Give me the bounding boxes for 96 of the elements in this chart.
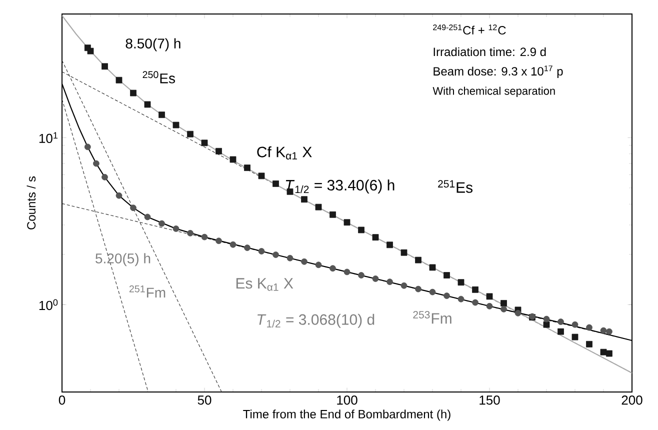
point — [415, 256, 422, 264]
point — [286, 254, 294, 262]
point — [201, 234, 208, 240]
point — [315, 262, 322, 268]
point — [230, 241, 236, 248]
x-axis-title: Time from the End of Bombardment (h) — [243, 410, 450, 421]
point — [130, 90, 136, 96]
point — [444, 292, 450, 299]
annotation: Irradiation time: 2.9 d — [434, 47, 546, 56]
annotation: $^{251}$Es — [438, 180, 473, 193]
point — [187, 230, 194, 236]
point — [572, 334, 578, 340]
y-tick-label: 10$^{1}$ — [39, 132, 58, 144]
point — [586, 324, 592, 331]
x-tick-label: 200 — [622, 396, 642, 405]
point — [543, 321, 550, 328]
point — [358, 226, 364, 234]
point — [87, 48, 94, 54]
point — [606, 350, 612, 357]
point — [301, 258, 308, 265]
point — [358, 272, 364, 278]
point — [244, 244, 250, 251]
point — [330, 211, 336, 218]
point — [372, 234, 379, 241]
annotation: Es K$_{α1}$ X — [236, 278, 294, 291]
point — [172, 225, 180, 232]
point — [514, 310, 522, 316]
point — [187, 130, 194, 138]
point — [230, 156, 236, 163]
point — [458, 279, 464, 286]
point — [606, 328, 612, 335]
point — [444, 272, 450, 278]
x-tick-label: 100 — [337, 396, 358, 405]
x-tick-label: 50 — [198, 396, 212, 405]
point — [586, 340, 592, 348]
point — [558, 318, 564, 325]
point — [344, 219, 350, 226]
point — [330, 265, 336, 272]
line-series — [62, 15, 632, 374]
point — [458, 296, 464, 302]
annotation: 5.20(5) h — [96, 253, 150, 266]
annotation: $^{253}$Fm — [413, 311, 452, 324]
annotation: 8.50(7) h — [126, 38, 180, 52]
point — [158, 220, 165, 227]
point — [500, 306, 507, 312]
point — [558, 328, 564, 335]
point — [415, 286, 422, 292]
point — [400, 249, 408, 256]
point — [216, 148, 222, 154]
x-tick-label: 0 — [58, 396, 66, 405]
point — [258, 248, 265, 254]
point — [116, 76, 122, 84]
annotation: $^{251}$Fm — [129, 285, 166, 298]
point — [272, 180, 279, 187]
point — [201, 140, 208, 146]
point — [472, 286, 478, 293]
point — [144, 101, 151, 108]
annotation: $^{250}$Es — [142, 71, 175, 84]
point — [144, 214, 151, 220]
point — [400, 282, 408, 289]
point — [84, 144, 91, 150]
point — [93, 160, 100, 167]
annotation: T$_{1/2}$ = 3.068(10) d — [258, 314, 374, 328]
point — [130, 204, 136, 212]
point — [244, 164, 250, 171]
y-tick-label: 10$^{0}$ — [39, 299, 58, 310]
point — [301, 196, 308, 203]
point — [344, 268, 350, 276]
annotation: Beam dose: 9.3 x 10$^{17}$ p — [434, 66, 563, 78]
point — [600, 327, 607, 334]
point — [372, 276, 379, 282]
point — [102, 174, 108, 180]
point — [429, 288, 436, 296]
point — [216, 238, 222, 244]
point — [572, 321, 578, 328]
point — [486, 302, 493, 310]
point — [172, 122, 180, 128]
point — [315, 204, 322, 210]
point — [486, 293, 493, 300]
point — [386, 242, 393, 248]
point — [386, 278, 393, 286]
y-axis-title: Counts / s — [26, 176, 36, 230]
point — [600, 348, 607, 356]
point — [158, 112, 165, 118]
point — [472, 299, 478, 306]
annotation: $^{249-251}$Cf + $^{12}$C — [433, 24, 506, 35]
point — [543, 316, 550, 322]
point — [272, 252, 279, 258]
point — [258, 172, 265, 180]
point — [116, 192, 122, 199]
annotation: With chemical separation — [432, 86, 555, 97]
point — [500, 300, 507, 306]
point — [429, 264, 436, 271]
annotation: Cf K$_{α1}$ X — [257, 146, 312, 160]
point — [102, 63, 108, 70]
x-tick-label: 150 — [480, 396, 500, 405]
